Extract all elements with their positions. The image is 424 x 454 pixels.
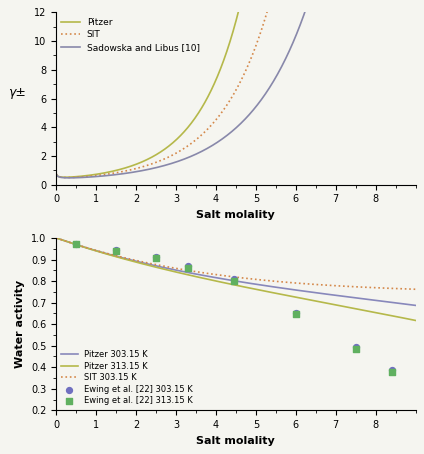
SIT 303.15 K xyxy=(76,242,81,248)
Y-axis label: Water activity: Water activity xyxy=(15,280,25,368)
Y-axis label: γ±: γ± xyxy=(8,85,26,99)
SIT 303.15 K xyxy=(326,282,332,288)
X-axis label: Salt molality: Salt molality xyxy=(196,210,275,220)
SIT 303.15 K xyxy=(363,285,368,290)
Ewing et al. [22] 313.15 K xyxy=(184,264,191,271)
Sadowska and Libus [10] xyxy=(272,76,277,81)
SIT 303.15 K xyxy=(262,277,268,283)
SIT 303.15 K xyxy=(283,280,288,285)
X-axis label: Salt molality: Salt molality xyxy=(196,436,275,446)
Ewing et al. [22] 303.15 K xyxy=(231,276,237,283)
Sadowska and Libus [10] xyxy=(76,175,81,180)
Line: Pitzer 303.15 K: Pitzer 303.15 K xyxy=(56,238,416,306)
Ewing et al. [22] 303.15 K xyxy=(184,263,191,270)
Ewing et al. [22] 313.15 K xyxy=(231,277,237,285)
SIT xyxy=(64,175,69,180)
Ewing et al. [22] 303.15 K xyxy=(293,309,299,316)
Ewing et al. [22] 313.15 K xyxy=(153,255,159,262)
Pitzer 303.15 K xyxy=(54,235,59,241)
Pitzer 303.15 K xyxy=(76,242,81,248)
Ewing et al. [22] 313.15 K xyxy=(293,311,299,318)
Pitzer 303.15 K xyxy=(363,296,368,302)
Ewing et al. [22] 313.15 K xyxy=(113,247,120,254)
Sadowska and Libus [10] xyxy=(54,172,59,177)
SIT xyxy=(263,15,268,20)
Pitzer 303.15 K xyxy=(262,283,268,288)
Pitzer 313.15 K xyxy=(363,308,368,313)
SIT 303.15 K xyxy=(54,235,59,241)
Pitzer 313.15 K xyxy=(76,243,81,248)
Pitzer 303.15 K xyxy=(283,286,288,291)
Pitzer 313.15 K xyxy=(54,235,59,241)
Line: Pitzer: Pitzer xyxy=(56,0,416,177)
Pitzer xyxy=(54,172,59,177)
Line: Pitzer 313.15 K: Pitzer 313.15 K xyxy=(56,238,416,321)
Line: SIT: SIT xyxy=(56,0,416,178)
Ewing et al. [22] 313.15 K xyxy=(352,345,359,353)
Pitzer 313.15 K xyxy=(272,290,277,296)
Ewing et al. [22] 313.15 K xyxy=(73,240,79,247)
SIT 303.15 K xyxy=(413,286,418,292)
Pitzer xyxy=(62,174,67,180)
Ewing et al. [22] 303.15 K xyxy=(73,240,79,247)
SIT 303.15 K xyxy=(272,278,277,284)
Sadowska and Libus [10] xyxy=(263,91,268,96)
Sadowska and Libus [10] xyxy=(283,56,288,61)
Ewing et al. [22] 303.15 K xyxy=(113,246,120,253)
SIT xyxy=(54,172,59,177)
Ewing et al. [22] 313.15 K xyxy=(388,368,395,375)
Line: SIT 303.15 K: SIT 303.15 K xyxy=(56,238,416,289)
Pitzer 313.15 K xyxy=(413,318,418,323)
Pitzer 303.15 K xyxy=(326,292,332,297)
Ewing et al. [22] 303.15 K xyxy=(388,366,395,374)
Pitzer 313.15 K xyxy=(262,288,268,294)
Pitzer 313.15 K xyxy=(283,292,288,298)
Pitzer 303.15 K xyxy=(413,303,418,308)
Pitzer xyxy=(76,174,81,179)
SIT xyxy=(76,174,81,180)
Legend: Pitzer, SIT, Sadowska and Libus [10]: Pitzer, SIT, Sadowska and Libus [10] xyxy=(58,14,204,55)
Legend: Pitzer 303.15 K, Pitzer 313.15 K, SIT 303.15 K, Ewing et al. [22] 303.15 K, Ewin: Pitzer 303.15 K, Pitzer 313.15 K, SIT 30… xyxy=(58,347,196,409)
Ewing et al. [22] 303.15 K xyxy=(153,254,159,261)
Pitzer 313.15 K xyxy=(326,301,332,306)
Sadowska and Libus [10] xyxy=(67,175,72,181)
Line: Sadowska and Libus [10]: Sadowska and Libus [10] xyxy=(56,0,416,178)
Ewing et al. [22] 303.15 K xyxy=(352,343,359,350)
Pitzer 303.15 K xyxy=(272,284,277,290)
